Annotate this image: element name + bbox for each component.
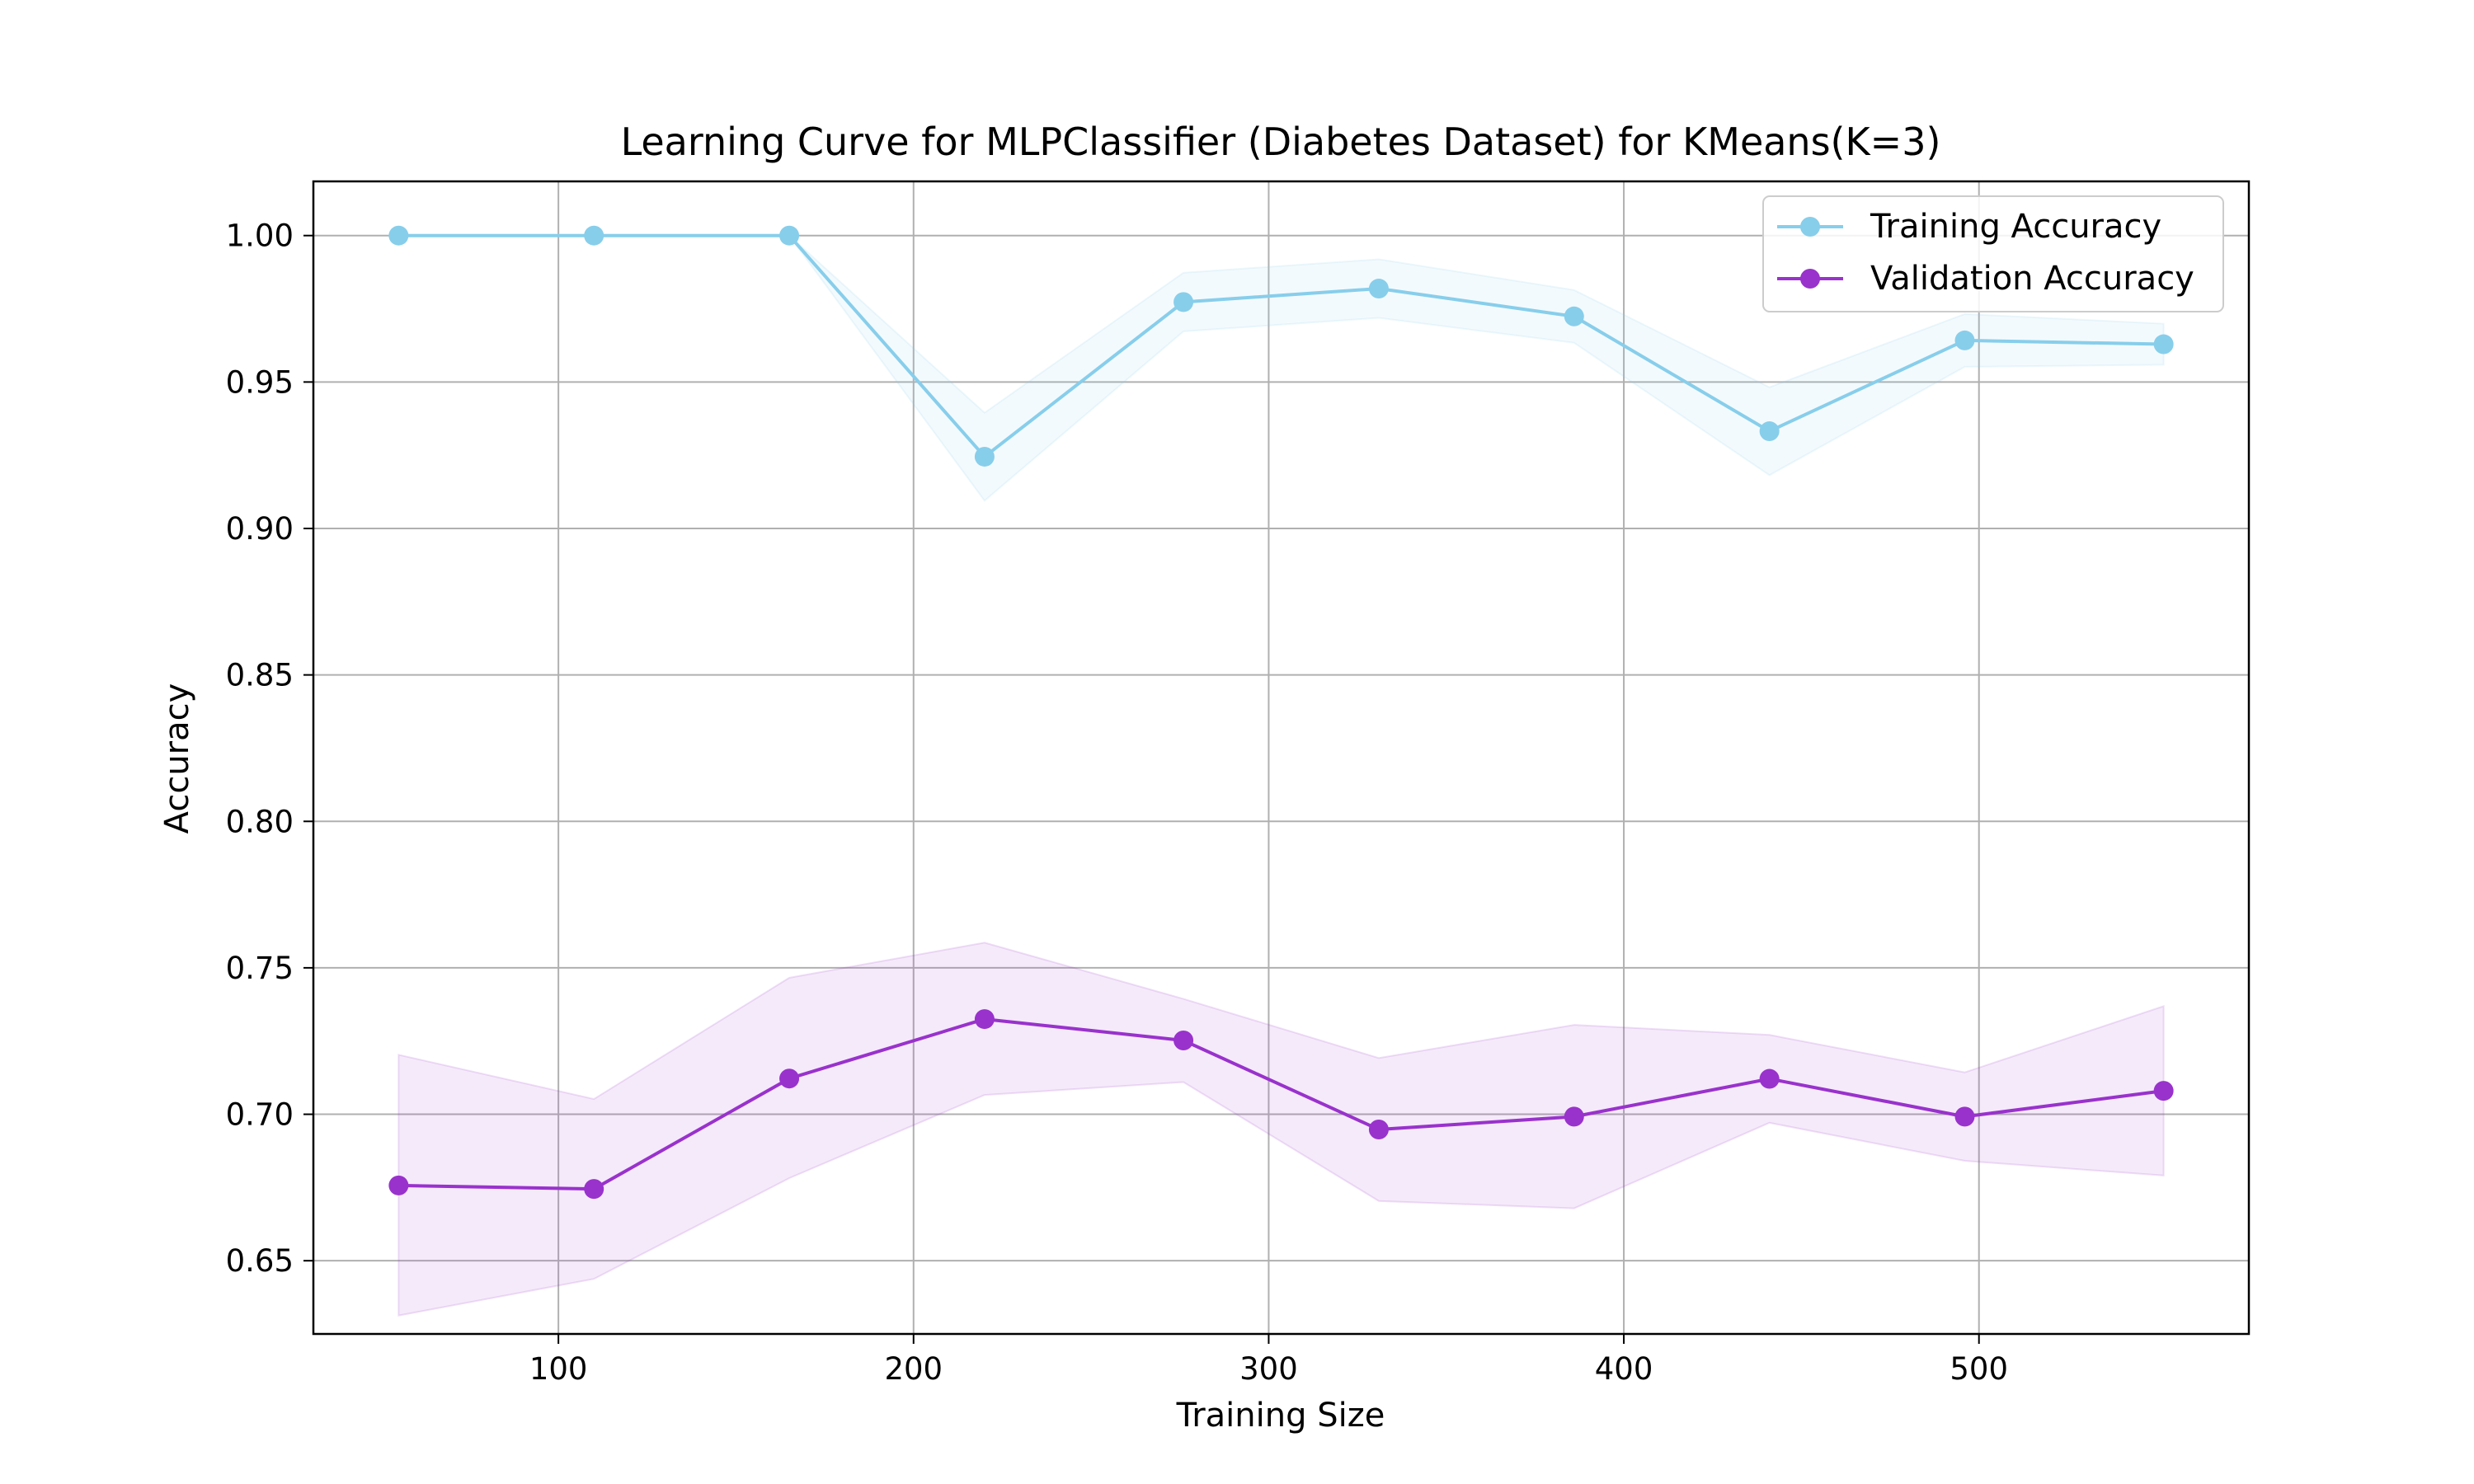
- training-accuracy-point: [584, 225, 604, 246]
- y-tick-label: 0.65: [226, 1243, 294, 1279]
- validation-accuracy-line: [398, 1017, 2164, 1191]
- legend-validation-marker: [1800, 269, 1820, 289]
- training-accuracy-point: [1759, 421, 1780, 442]
- y-axis-title: Accuracy: [158, 683, 196, 834]
- legend: Training Accuracy Validation Accuracy: [1762, 195, 2224, 312]
- y-tick-label: 1.00: [226, 218, 294, 254]
- training-accuracy-point: [974, 446, 995, 467]
- y-tick-label: 0.80: [226, 804, 294, 839]
- training-accuracy-point: [1174, 292, 1194, 312]
- band-layer: [397, 234, 2165, 1317]
- legend-box: [1762, 195, 2224, 312]
- grid-layer: [313, 181, 2249, 1334]
- training-accuracy-point: [1954, 330, 1975, 350]
- plot-area-frame: [312, 180, 2251, 1336]
- point-layer: [388, 225, 2174, 1200]
- validation-accuracy-point: [2153, 1081, 2174, 1101]
- legend-training-label: Training Accuracy: [1870, 208, 2161, 246]
- legend-validation-label: Validation Accuracy: [1870, 260, 2194, 298]
- y-tick-label: 0.90: [226, 511, 294, 547]
- legend-training-marker: [1800, 217, 1820, 237]
- validation-accuracy-point: [1368, 1120, 1389, 1140]
- validation-std-band: [397, 942, 2165, 1317]
- training-accuracy-point: [1368, 279, 1389, 299]
- tick-layer: 100 200 300 400 500 0.65 0.70 0.75 0.80 0.85 0.90 0…: [226, 218, 2008, 1387]
- x-tick-label: 500: [1950, 1351, 2008, 1387]
- training-accuracy-point: [2153, 334, 2174, 355]
- validation-accuracy-point: [779, 1068, 800, 1089]
- x-axis-title: Training Size: [1176, 1397, 1385, 1435]
- x-tick-label: 300: [1239, 1351, 1298, 1387]
- y-tick-label: 0.85: [226, 658, 294, 693]
- validation-accuracy-point: [388, 1175, 409, 1195]
- training-accuracy-point: [779, 225, 800, 246]
- validation-accuracy-point: [1759, 1068, 1780, 1089]
- validation-accuracy-point: [584, 1179, 604, 1200]
- x-tick-label: 200: [884, 1351, 943, 1387]
- line-layer: [398, 233, 2164, 1191]
- validation-accuracy-point: [1954, 1106, 1975, 1127]
- y-tick-label: 0.70: [226, 1097, 294, 1133]
- y-tick-label: 0.95: [226, 364, 294, 400]
- training-accuracy-point: [1564, 306, 1584, 326]
- training-accuracy-line: [398, 233, 2164, 458]
- y-tick-label: 0.75: [226, 951, 294, 986]
- training-accuracy-point: [388, 225, 409, 246]
- x-tick-label: 100: [529, 1351, 588, 1387]
- validation-accuracy-point: [1564, 1106, 1584, 1127]
- x-tick-label: 400: [1595, 1351, 1653, 1387]
- chart-title: Learning Curve for MLPClassifier (Diabet…: [621, 120, 1941, 164]
- validation-accuracy-point: [974, 1009, 995, 1030]
- validation-accuracy-point: [1174, 1031, 1194, 1051]
